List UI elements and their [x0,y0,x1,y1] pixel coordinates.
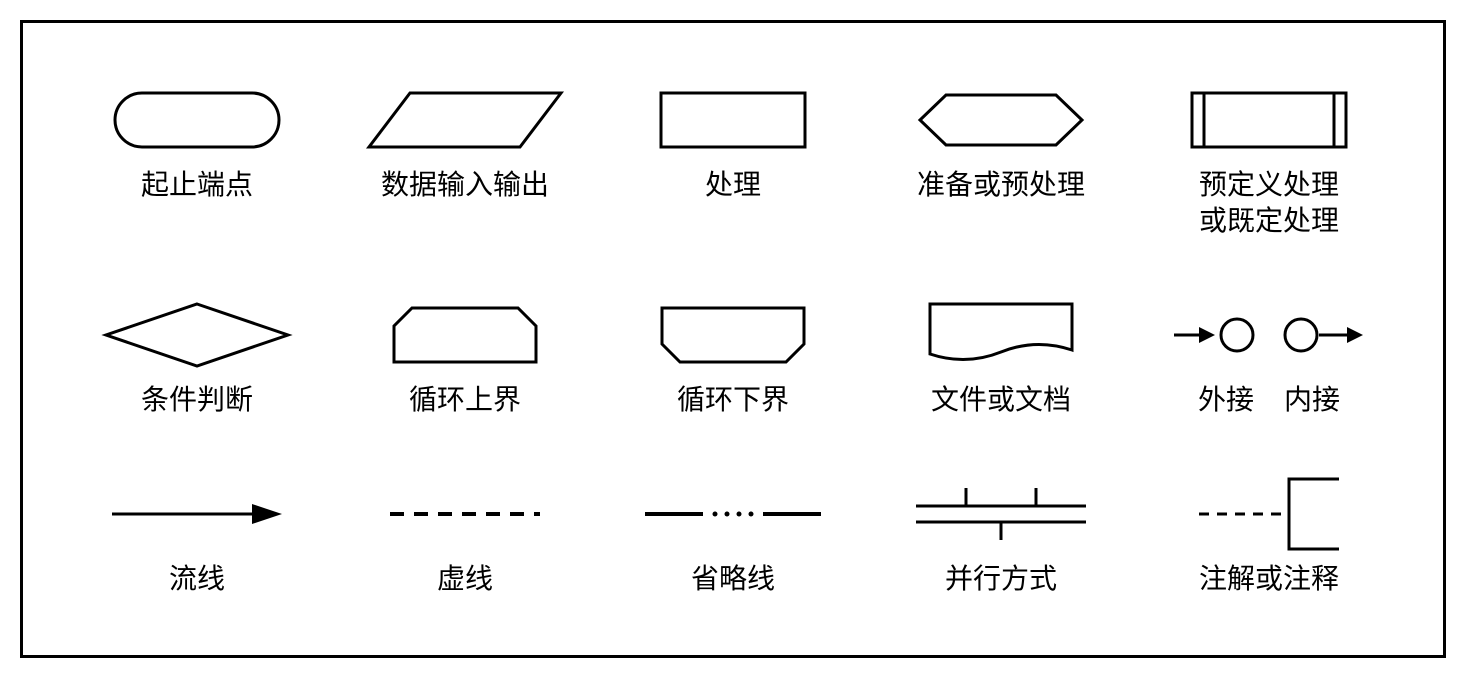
cell-parallel: 并行方式 [871,474,1131,598]
terminator-icon [112,80,282,160]
label-predefined: 预定义处理 或既定处理 [1199,168,1339,241]
label-parallelogram: 数据输入输出 [381,168,549,204]
label-annotation: 注解或注释 [1199,562,1339,598]
label-loop-lower: 循环下界 [677,383,789,419]
cell-loop-upper: 循环上界 [335,295,595,419]
label-dash-dot-line: 省略线 [691,562,775,598]
label-dashed-line: 虚线 [437,562,493,598]
row-2: 条件判断 循环上界 循环下界 文件或文档 [63,295,1403,419]
label-rectangle: 处理 [705,168,761,204]
label-document: 文件或文档 [931,383,1071,419]
diamond-icon [102,295,292,375]
annotation-icon [1189,474,1349,554]
cell-parallelogram: 数据输入输出 [335,80,595,204]
label-parallel: 并行方式 [945,562,1057,598]
loop-lower-icon [658,295,808,375]
dashed-line-icon [385,474,545,554]
row-3: 流线 虚线 省略线 [63,474,1403,598]
connector-pair-icon [1169,295,1369,375]
label-loop-upper: 循环上界 [409,383,521,419]
cell-diamond: 条件判断 [67,295,327,419]
label-arrow-line: 流线 [169,562,225,598]
cell-arrow-line: 流线 [67,474,327,598]
label-internal: 内接 [1284,383,1340,419]
label-terminator: 起止端点 [141,168,253,204]
label-connector-pair: 外接 内接 [1198,383,1340,419]
cell-annotation: 注解或注释 [1139,474,1399,598]
cell-terminator: 起止端点 [67,80,327,204]
label-diamond: 条件判断 [141,383,253,419]
label-hexagon: 准备或预处理 [917,168,1085,204]
document-icon [926,295,1076,375]
cell-loop-lower: 循环下界 [603,295,863,419]
predefined-icon [1189,80,1349,160]
rectangle-icon [658,80,808,160]
dash-dot-line-icon [643,474,823,554]
row-1: 起止端点 数据输入输出 处理 准备或预处 [63,80,1403,241]
cell-dash-dot-line: 省略线 [603,474,863,598]
loop-upper-icon [390,295,540,375]
parallelogram-icon [365,80,565,160]
cell-connector-pair: 外接 内接 [1139,295,1399,419]
hexagon-icon [916,80,1086,160]
cell-hexagon: 准备或预处理 [871,80,1131,204]
parallel-icon [911,474,1091,554]
cell-predefined: 预定义处理 或既定处理 [1139,80,1399,241]
cell-dashed-line: 虚线 [335,474,595,598]
flowchart-symbols-diagram: 起止端点 数据输入输出 处理 准备或预处 [20,20,1446,658]
cell-document: 文件或文档 [871,295,1131,419]
arrow-line-icon [107,474,287,554]
cell-rectangle: 处理 [603,80,863,204]
label-external: 外接 [1198,383,1254,419]
